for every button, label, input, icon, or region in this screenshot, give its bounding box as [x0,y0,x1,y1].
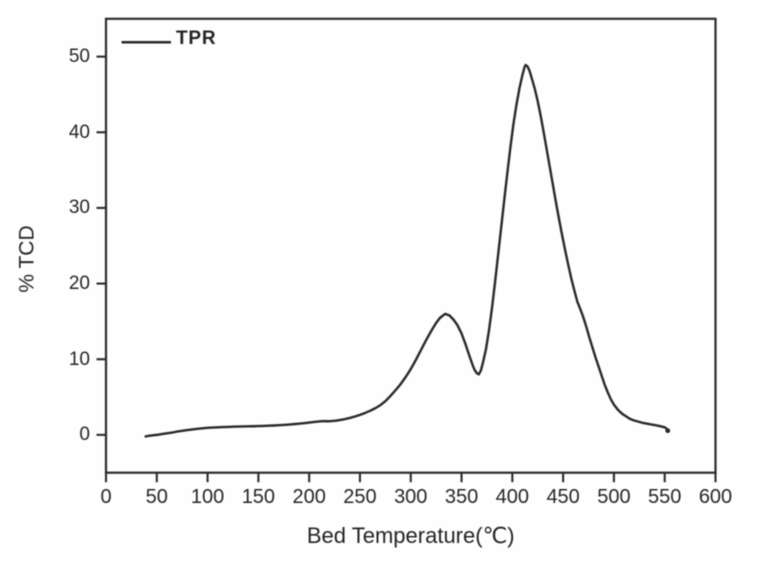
x-axis-title: Bed Temperature(℃) [306,523,515,548]
x-tick-label: 600 [698,486,733,508]
x-tick-label: 100 [190,486,225,508]
x-tick-label: 500 [597,486,631,508]
y-tick-label: 10 [68,348,90,370]
y-tick-label: 50 [68,46,90,68]
y-axis-title: % TCD [15,225,39,293]
x-tick-label: 550 [648,486,682,508]
y-tick-label: 30 [68,197,90,219]
x-tick-label: 350 [444,486,479,508]
tpr-curve [144,63,669,438]
x-axis-ticks [104,472,717,483]
x-tick-label: 250 [343,486,377,508]
x-tick-label: 450 [546,486,580,508]
x-tick-label: 300 [394,486,428,508]
x-tick-label: 200 [292,486,326,508]
x-tick-label: 150 [241,486,276,508]
y-tick-label: 40 [68,121,90,143]
plot-frame [104,17,717,474]
x-tick-label: 0 [100,486,112,508]
legend-label: TPR [176,28,217,49]
y-tick-label: 20 [68,273,90,295]
y-tick-label: 0 [79,424,90,446]
x-tick-label: 50 [145,486,168,508]
curve-end-dot [665,428,671,434]
y-axis-ticks [96,55,106,436]
x-tick-label: 400 [495,486,530,508]
